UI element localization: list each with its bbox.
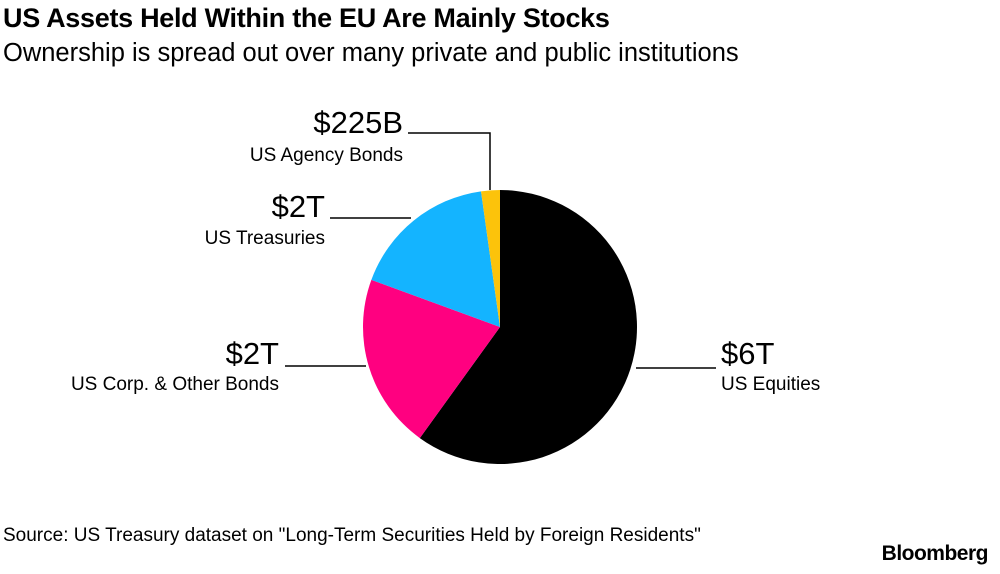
bloomberg-logo: Bloomberg — [881, 542, 989, 565]
value-label-treasuries: $2T — [272, 189, 325, 224]
slice-label-treasuries: US Treasuries — [205, 228, 325, 249]
slice-label-agency: US Agency Bonds — [250, 145, 403, 166]
slice-label-corp: US Corp. & Other Bonds — [71, 374, 279, 395]
leader-line-agency — [408, 132, 491, 190]
value-label-corp: $2T — [226, 336, 279, 371]
pie-slice-us-agency-bonds — [481, 190, 500, 327]
value-label-equities: $6T — [721, 336, 774, 371]
pie-slice-us-corp-other-bonds — [363, 279, 500, 439]
value-label-agency: $225B — [313, 105, 403, 140]
pie-slice-us-treasuries — [371, 191, 500, 327]
pie-slice-us-equities — [419, 190, 637, 464]
slice-label-equities: US Equities — [721, 374, 820, 395]
chart-title: US Assets Held Within the EU Are Mainly … — [3, 3, 610, 33]
chart-subtitle: Ownership is spread out over many privat… — [3, 39, 739, 67]
source-note: Source: US Treasury dataset on "Long-Ter… — [3, 525, 701, 546]
